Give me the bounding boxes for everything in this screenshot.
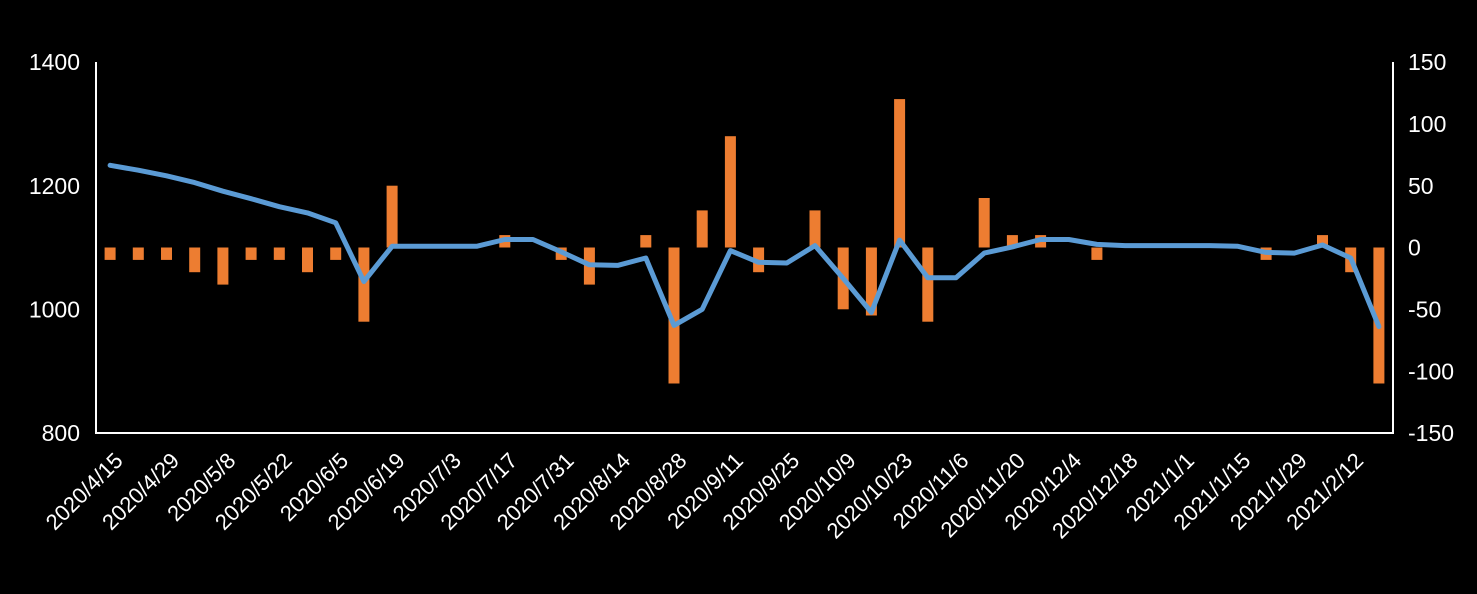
left-axis-tick-label: 1400	[29, 49, 80, 75]
bar	[809, 210, 821, 248]
left-axis-labels: 1400 1200 1000 800	[29, 49, 80, 446]
right-axis-tick-label: 100	[1408, 111, 1446, 137]
line-series-level	[107, 162, 1382, 330]
left-axis-tick-label: 1000	[29, 296, 80, 322]
bar	[1317, 235, 1328, 248]
x-axis-labels: 2020/4/152020/4/292020/5/82020/5/222020/…	[41, 448, 1368, 544]
right-axis-tick-label: -50	[1408, 296, 1441, 322]
bar	[161, 247, 172, 260]
bar	[865, 247, 877, 316]
right-axis-tick-label: -100	[1408, 358, 1454, 384]
bar	[724, 136, 736, 248]
bar	[273, 247, 285, 260]
bar	[217, 247, 229, 285]
bar-series-change	[104, 99, 1385, 384]
right-axis-labels: 150 100 50 0 -50 -100 -150	[1408, 49, 1454, 446]
bar	[1006, 235, 1018, 248]
bar	[189, 247, 201, 273]
right-axis-tick-label: 0	[1408, 235, 1421, 261]
bar	[640, 235, 652, 248]
right-axis-tick-label: 50	[1408, 173, 1434, 199]
axes	[95, 62, 1394, 434]
left-axis-tick-label: 1200	[29, 173, 80, 199]
right-axis-tick-label: -150	[1408, 420, 1454, 446]
bar	[978, 198, 990, 248]
bar	[1373, 247, 1385, 384]
bar	[696, 210, 708, 248]
bar	[358, 247, 370, 322]
bar	[386, 185, 398, 248]
bar	[922, 247, 934, 322]
bar	[330, 247, 342, 260]
bar	[1091, 247, 1103, 260]
right-axis-tick-label: 150	[1408, 49, 1446, 75]
bar	[668, 247, 680, 384]
bar	[245, 247, 257, 260]
bar	[132, 247, 144, 260]
bar	[894, 99, 906, 248]
bar	[104, 247, 116, 260]
left-axis-tick-label: 800	[42, 420, 80, 446]
bar	[302, 247, 313, 273]
